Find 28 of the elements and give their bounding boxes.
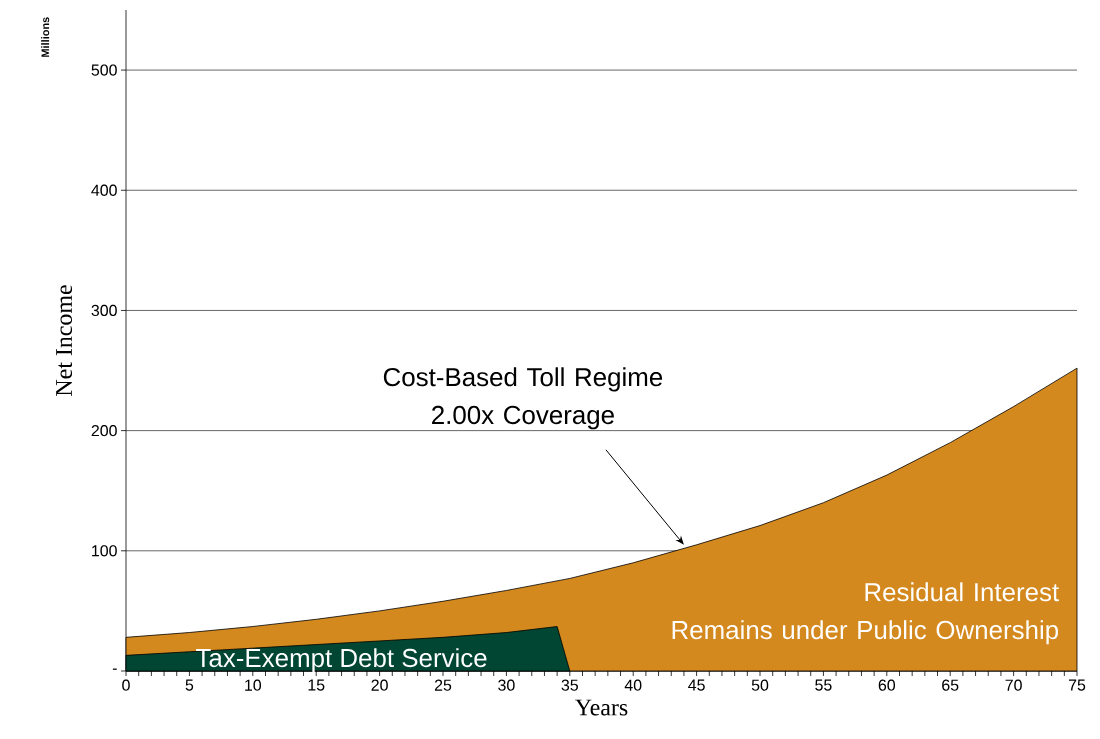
y-tick-label: 100 bbox=[92, 545, 117, 557]
x-tick-label: 10 bbox=[245, 679, 262, 691]
series-label: Residual Interest Remains under Public Ownership bbox=[672, 582, 1059, 645]
x-tick-label: 45 bbox=[688, 679, 705, 691]
y-tick-label: 200 bbox=[91, 424, 117, 437]
x-tick-label: 25 bbox=[434, 679, 452, 691]
x-tick-label: 50 bbox=[751, 679, 769, 691]
x-tick-label: 15 bbox=[308, 679, 325, 691]
x-tick-label: 65 bbox=[942, 679, 959, 691]
x-tick-label: 30 bbox=[498, 679, 515, 691]
annotation: Cost-Based Toll Regime 2.00x Coverage bbox=[383, 367, 663, 430]
series-label: Tax-Exempt Debt Service bbox=[196, 648, 487, 673]
y-tick-label: 500 bbox=[91, 64, 117, 76]
x-tick-label: 75 bbox=[1068, 679, 1086, 691]
y-tick-label: - bbox=[112, 668, 117, 670]
x-tick-label: 70 bbox=[1005, 679, 1022, 691]
x-tick-label: 40 bbox=[624, 679, 642, 691]
x-axis-title: Years bbox=[575, 699, 628, 716]
x-tick-label: 0 bbox=[122, 679, 130, 691]
x-tick-label: 5 bbox=[185, 679, 194, 691]
y-tick-label: 400 bbox=[91, 184, 117, 196]
x-tick-label: 35 bbox=[561, 679, 578, 691]
text: Millions bbox=[41, 17, 50, 57]
y-axis-title: Net Income bbox=[56, 285, 73, 396]
x-tick-label: 55 bbox=[815, 679, 832, 691]
y-tick-label: 300 bbox=[91, 304, 117, 317]
x-tick-label: 60 bbox=[878, 679, 896, 691]
x-tick-label: 20 bbox=[371, 679, 388, 691]
